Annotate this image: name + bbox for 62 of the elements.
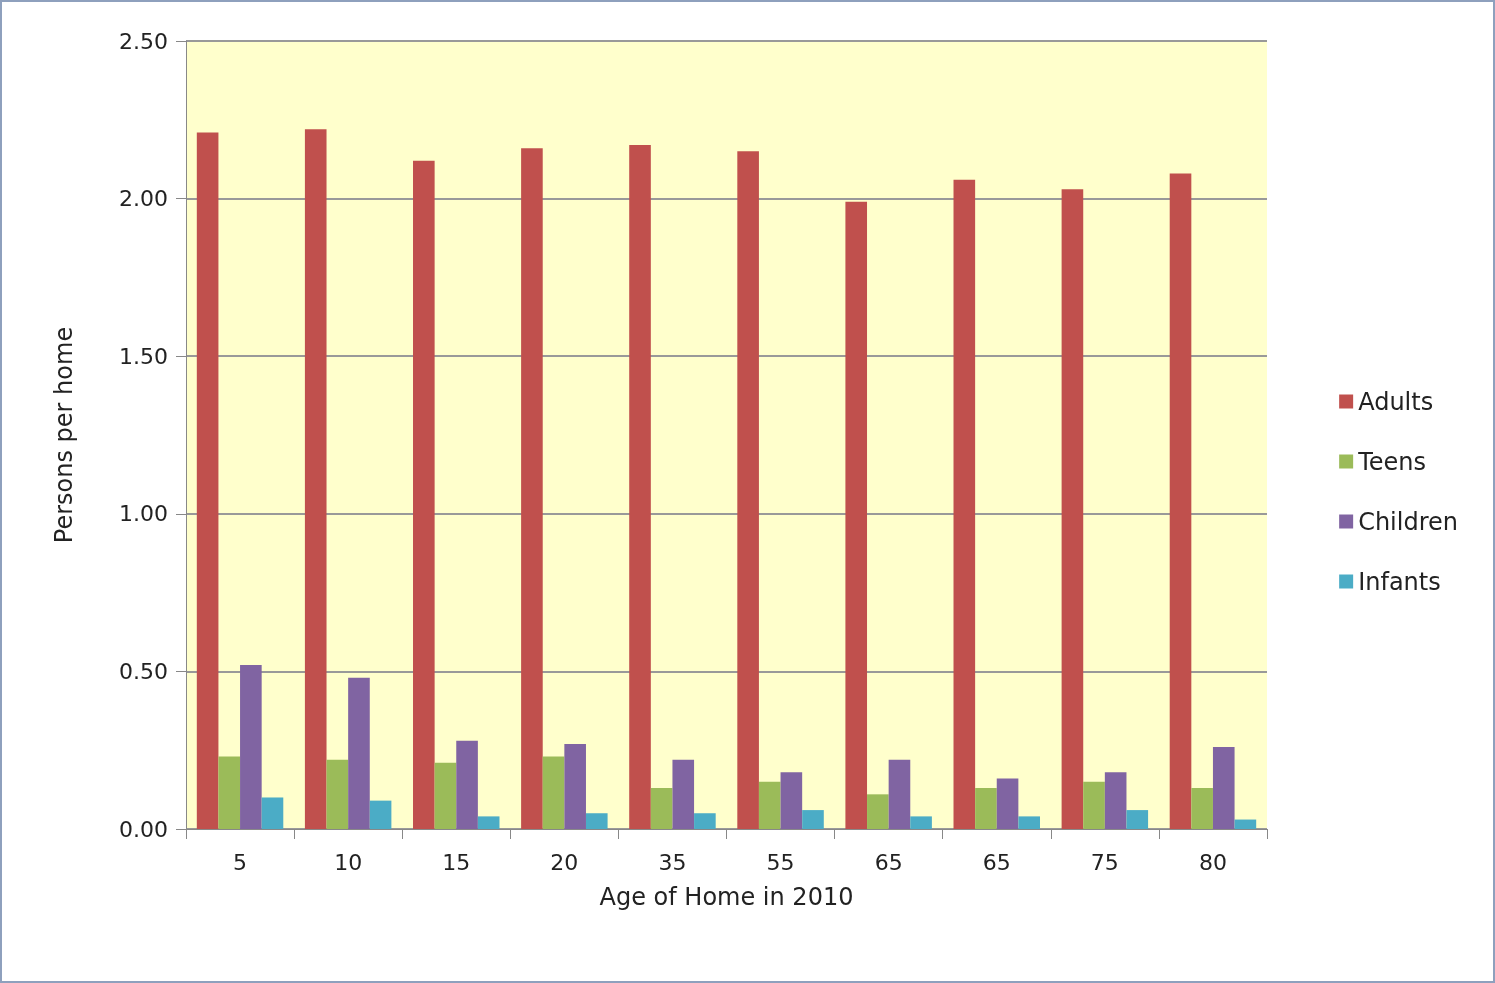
bar [867,794,889,829]
legend-label: Children [1358,507,1458,536]
bar [1191,788,1213,829]
legend-label: Teens [1357,447,1426,476]
x-tick-label: 65 [874,849,903,875]
bar [304,129,327,829]
legend-label: Adults [1358,387,1434,416]
bar [542,756,565,829]
bar [1061,189,1084,829]
bar [585,813,608,829]
y-tick-label: 0.50 [119,658,168,684]
bar [650,788,673,829]
bar [434,762,457,829]
bar [369,800,392,829]
bar [326,759,349,829]
bar [780,772,803,829]
bar [888,759,911,829]
bar [1104,772,1127,829]
bar [802,810,824,829]
y-tick-label: 0.00 [119,816,168,842]
bar [737,151,759,829]
x-tick-label: 80 [1198,849,1227,875]
bar [218,756,241,829]
x-tick-label: 35 [658,849,687,875]
bar [672,759,695,829]
x-tick-label: 20 [550,849,579,875]
bar [456,740,478,829]
bar [910,816,932,829]
y-tick-label: 1.00 [119,501,168,527]
y-tick-label: 1.50 [119,343,168,369]
x-tick-label: 55 [766,849,795,875]
legend-label: Infants [1358,567,1441,596]
bar [1169,173,1192,829]
x-tick-label: 65 [982,849,1011,875]
y-tick-label: 2.00 [119,186,168,212]
bar [521,148,543,829]
bar [196,132,219,829]
bar [758,781,781,829]
bar [1234,819,1257,829]
x-tick-label: 75 [1090,849,1119,875]
bar [1083,781,1105,829]
bar [845,201,868,829]
bar [261,797,284,829]
bar [1126,810,1149,829]
y-tick-label: 2.50 [119,28,168,54]
y-axis-title: Persons per home [50,326,78,544]
x-tick-label: 10 [334,849,363,875]
x-tick-label: 5 [233,849,248,875]
x-axis-title: Age of Home in 2010 [599,883,854,911]
bar [1018,816,1040,829]
bar [953,179,976,829]
bar [348,677,370,829]
bar [996,778,1019,829]
bar [477,816,500,829]
bar [975,788,997,829]
bar [1212,747,1235,829]
bar [694,813,716,829]
bar [413,160,435,829]
bar [629,145,651,829]
bar [240,665,262,829]
bar [564,743,586,829]
x-tick-label: 15 [442,849,471,875]
